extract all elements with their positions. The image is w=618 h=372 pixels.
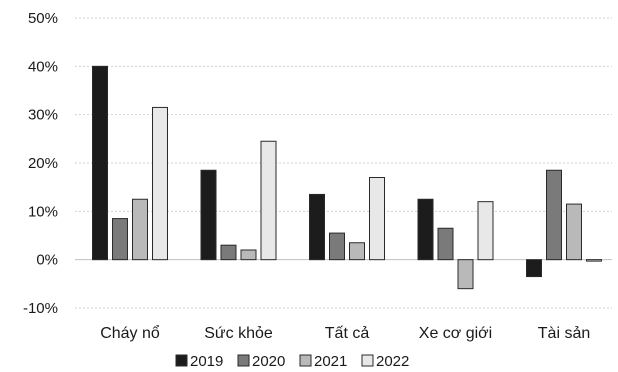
bar-2019 xyxy=(417,198,434,261)
y-tick-label: 30% xyxy=(28,107,58,124)
bar-2022 xyxy=(152,106,168,261)
bar-2021 xyxy=(132,198,148,261)
y-tick-label: 10% xyxy=(28,203,58,220)
category-label: Tài sản xyxy=(538,325,590,342)
legend-label: 2020 xyxy=(252,353,285,370)
legend-swatch-2022 xyxy=(361,354,374,367)
category-label: Cháy nổ xyxy=(100,324,160,342)
category-label: Tất cả xyxy=(325,325,370,342)
x-axis-category-labels: Cháy nổ Sức khỏe Tất cả Xe cơ giới Tài sản xyxy=(100,324,590,342)
legend-label: 2021 xyxy=(314,353,347,370)
legend-label: 2022 xyxy=(376,353,409,370)
legend-label: 2019 xyxy=(190,353,223,370)
bar-2022 xyxy=(477,201,494,261)
y-tick-label: 20% xyxy=(28,155,58,172)
bar-2021 xyxy=(566,203,582,261)
bar-2021 xyxy=(349,242,365,261)
legend-swatch-2019 xyxy=(175,354,188,367)
legend-swatch-2020 xyxy=(237,354,250,367)
bar-2021 xyxy=(240,249,257,261)
bar-2022 xyxy=(369,177,385,261)
bar-2019 xyxy=(200,169,217,261)
bars xyxy=(92,65,602,290)
bar-2020 xyxy=(220,244,237,261)
bar-2022 xyxy=(586,259,602,262)
bar-2021 xyxy=(457,259,474,290)
bar-2020 xyxy=(329,232,345,261)
legend-swatch-2021 xyxy=(299,354,312,367)
bar-2020 xyxy=(546,169,562,261)
bar-2019 xyxy=(309,193,325,261)
bar-2019 xyxy=(526,259,542,278)
y-tick-label: 40% xyxy=(28,58,58,75)
bar-2020 xyxy=(112,218,128,261)
legend: 2019 2020 2021 2022 xyxy=(175,353,409,370)
y-tick-label: 50% xyxy=(28,10,58,27)
y-axis-tick-labels: 50% 40% 30% 20% 10% 0% -10% xyxy=(23,10,58,317)
bar-2019 xyxy=(92,65,108,261)
category-label: Xe cơ giới xyxy=(419,325,492,342)
bar-2020 xyxy=(437,227,454,261)
y-tick-label: -10% xyxy=(23,300,58,317)
y-tick-label: 0% xyxy=(36,252,58,269)
category-label: Sức khỏe xyxy=(204,325,273,342)
bar-2022 xyxy=(260,140,277,261)
